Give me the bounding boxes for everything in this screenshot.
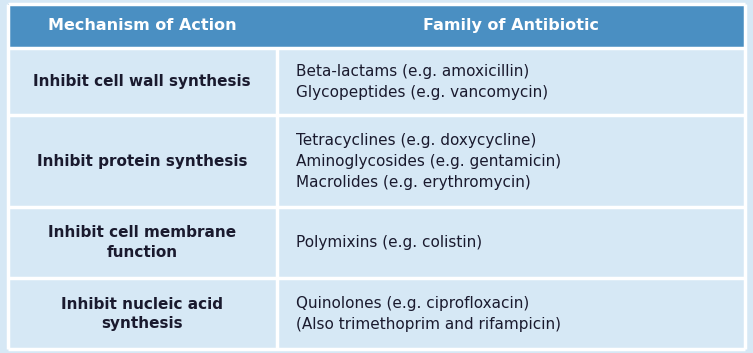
Bar	[8, 4, 745, 48]
Text: Inhibit cell membrane
function: Inhibit cell membrane function	[48, 226, 236, 260]
Text: Polymixins (e.g. colistin): Polymixins (e.g. colistin)	[296, 235, 482, 250]
Text: Tetracyclines (e.g. doxycycline)
Aminoglycosides (e.g. gentamicin)
Macrolides (e: Tetracyclines (e.g. doxycycline) Aminogl…	[296, 133, 561, 190]
Text: Inhibit cell wall synthesis: Inhibit cell wall synthesis	[33, 74, 251, 89]
Text: Quinolones (e.g. ciprofloxacin)
(Also trimethoprim and rifampicin): Quinolones (e.g. ciprofloxacin) (Also tr…	[296, 296, 561, 332]
Text: Beta-lactams (e.g. amoxicillin)
Glycopeptides (e.g. vancomycin): Beta-lactams (e.g. amoxicillin) Glycopep…	[296, 64, 548, 100]
Text: Inhibit nucleic acid
synthesis: Inhibit nucleic acid synthesis	[61, 297, 223, 331]
Text: Mechanism of Action: Mechanism of Action	[48, 18, 236, 33]
Text: Family of Antibiotic: Family of Antibiotic	[423, 18, 599, 33]
Text: Inhibit protein synthesis: Inhibit protein synthesis	[37, 154, 248, 169]
